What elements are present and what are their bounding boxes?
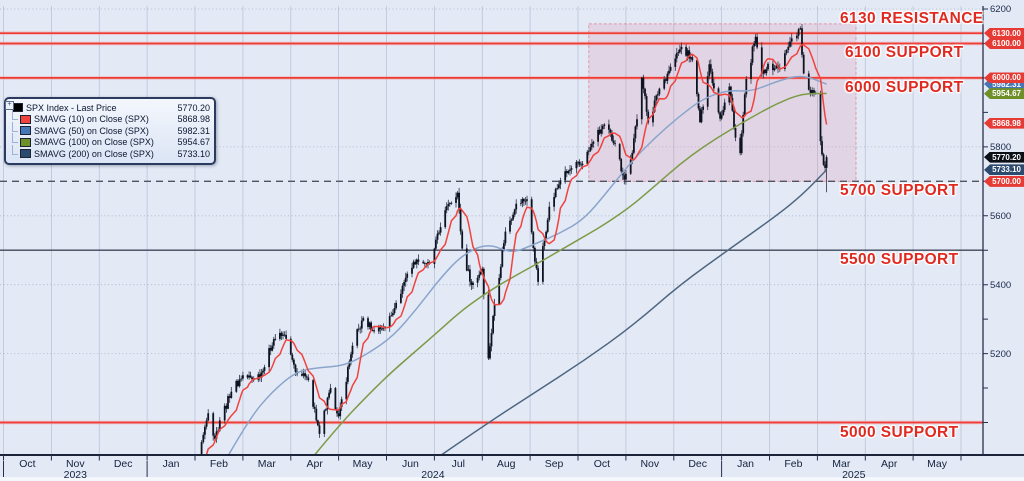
sma10-path: [205, 43, 828, 455]
x-axis-month-label: May: [352, 458, 373, 470]
x-axis-month-label: Jul: [451, 458, 466, 470]
sma10-color-swatch: [20, 114, 31, 124]
tree-connector-icon: [12, 121, 18, 132]
legend-label: SMAVG (10) on Close (SPX): [34, 114, 149, 125]
x-axis-year-label: 2025: [842, 469, 866, 481]
legend-value: 5954.67: [177, 137, 210, 148]
x-axis-month-label: Feb: [209, 458, 228, 470]
legend-value: 5982.31: [177, 125, 210, 136]
sma200-color-swatch: [20, 149, 31, 159]
sma200-path: [439, 169, 828, 455]
y-axis-tick-label: 5200: [990, 348, 1012, 360]
x-axis-year-label: 2024: [421, 469, 445, 481]
legend-value: 5868.98: [177, 114, 210, 125]
legend-row-sma100[interactable]: SMAVG (100) on Close (SPX) 5954.67: [12, 133, 210, 149]
sma100-path: [313, 92, 827, 455]
tree-connector-icon: [12, 144, 18, 155]
month-tick-marks: [3, 455, 962, 461]
price-badge-6000-00: 6000.00: [984, 72, 1024, 84]
price-badge-5733-10: 5733.10: [984, 164, 1024, 176]
y-axis-tick-label: 5400: [990, 279, 1012, 291]
sma200-line: [439, 169, 828, 455]
x-axis-month-label: Mar: [257, 458, 276, 470]
consolidation-highlight-box: [588, 23, 857, 182]
sma50-line: [227, 75, 827, 455]
sma50-path: [227, 75, 827, 455]
legend-row-spx[interactable]: SPX Index - Last Price 5770.20: [12, 102, 210, 114]
x-axis-month-label: Dec: [113, 458, 133, 470]
sma50-color-swatch: [20, 126, 31, 136]
price-badge-5700-00: 5700.00: [984, 175, 1024, 187]
price-badge-5982-31: 5982.31: [984, 78, 1024, 90]
price-tick-marks: [983, 8, 988, 423]
x-axis-month-label: Apr: [306, 458, 323, 470]
x-axis-month-label: Jun: [401, 458, 419, 470]
sma10-line: [205, 43, 828, 455]
x-axis-month-label: Oct: [19, 458, 36, 470]
legend-row-sma50[interactable]: SMAVG (50) on Close (SPX) 5982.31: [12, 121, 210, 137]
legend-row-sma200[interactable]: SMAVG (200) on Close (SPX) 5733.10: [12, 144, 210, 160]
legend-expand-icon[interactable]: +: [5, 101, 14, 110]
sma100-line: [313, 92, 827, 455]
legend-label: SMAVG (50) on Close (SPX): [34, 125, 149, 136]
x-axis-month-label: Nov: [65, 458, 85, 470]
price-badge-5868-98: 5868.98: [984, 117, 1024, 129]
tree-connector-icon: [12, 110, 18, 121]
x-axis-month-label: Jan: [737, 458, 755, 470]
x-axis-month-label: Apr: [881, 458, 898, 470]
x-axis-year-label: 2023: [63, 469, 87, 481]
x-axis-month-label: May: [927, 458, 947, 470]
bottom-margin-strip: [0, 477, 1024, 481]
price-badge-5954-67: 5954.67: [984, 88, 1024, 100]
x-axis-month-label: Oct: [593, 458, 611, 470]
annotation-5000-support: 5000 SUPPORT: [840, 423, 959, 441]
legend-label: SMAVG (100) on Close (SPX): [34, 137, 154, 148]
vertical-gridlines: [3, 6, 962, 455]
x-axis-month-label: Nov: [640, 458, 660, 470]
price-badge-5770-20: 5770.20: [984, 151, 1024, 163]
legend-label: SMAVG (200) on Close (SPX): [34, 148, 154, 159]
legend-value: 5770.20: [177, 102, 210, 113]
x-axis-month-label: Jan: [162, 458, 180, 470]
y-axis-tick-label: 5600: [990, 210, 1012, 222]
price-badge-6130-00: 6130.00: [984, 27, 1024, 39]
x-axis-month-label: Dec: [688, 458, 708, 470]
year-separator-ticks: [3, 461, 723, 477]
annotation-6130-resistance: 6130 RESISTANCE: [840, 10, 984, 28]
chart-legend[interactable]: + SPX Index - Last Price 5770.20 SMAVG (…: [4, 97, 216, 165]
annotation-5500-support: 5500 SUPPORT: [840, 251, 959, 269]
x-axis-month-label: Feb: [784, 458, 803, 470]
sma100-color-swatch: [20, 137, 31, 147]
annotation-6100-support: 6100 SUPPORT: [845, 44, 964, 62]
price-badge-6100-00: 6100.00: [984, 37, 1024, 49]
y-axis-tick-label: 5800: [990, 141, 1012, 153]
x-axis-month-label: Mar: [832, 458, 851, 470]
x-axis-month-label: Aug: [496, 458, 516, 470]
x-axis-month-label: Sep: [544, 458, 564, 470]
annotation-6000-support: 6000 SUPPORT: [845, 78, 964, 96]
legend-label: SPX Index - Last Price: [26, 102, 117, 113]
tree-connector-icon: [12, 133, 18, 144]
legend-row-sma10[interactable]: SMAVG (10) on Close (SPX) 5868.98: [12, 110, 210, 126]
annotation-5700-support: 5700 SUPPORT: [840, 182, 959, 200]
legend-value: 5733.10: [177, 148, 210, 159]
y-axis-tick-label: 6200: [990, 4, 1012, 16]
